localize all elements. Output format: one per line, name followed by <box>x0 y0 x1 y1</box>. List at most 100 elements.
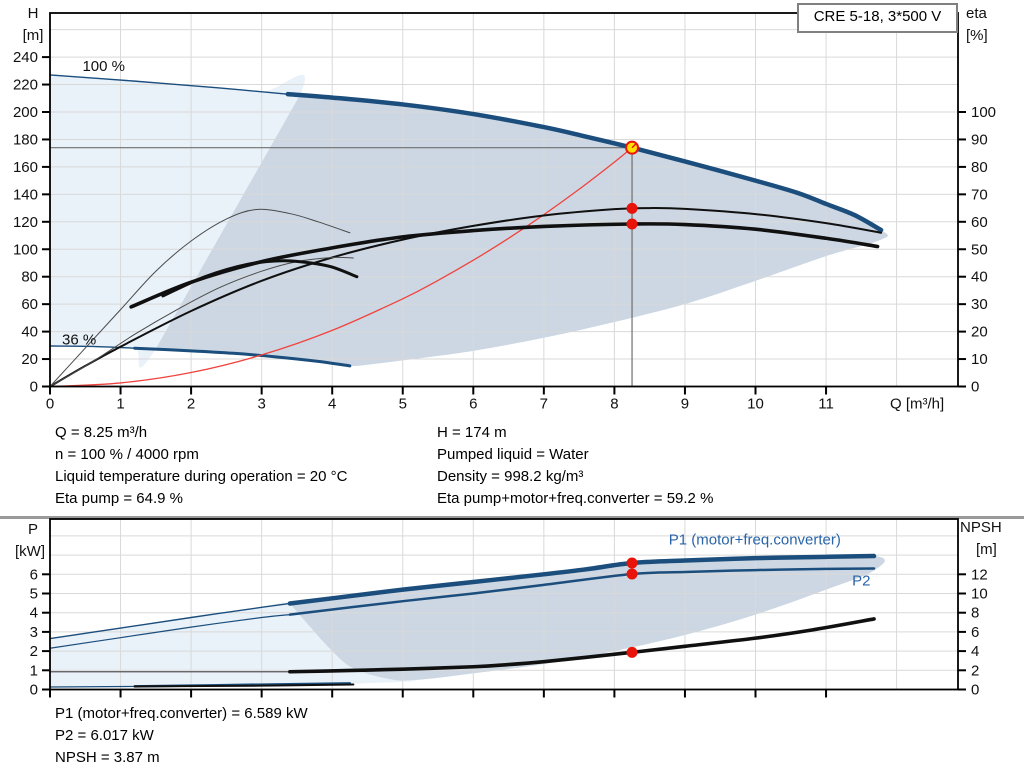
y-left-axis-title: H <box>28 5 39 22</box>
y-right-tick-label: 90 <box>971 131 988 148</box>
y-left-tick-label: 2 <box>30 643 38 660</box>
result-liquid-temperature: Liquid temperature during operation = 20… <box>55 468 348 485</box>
y-right-tick-label: 8 <box>971 605 979 622</box>
curve-p1-thin <box>49 602 291 640</box>
marker-eta-total-point[interactable] <box>626 218 638 230</box>
y-left-axis-title: P <box>28 521 38 538</box>
result-p2: P2 = 6.017 kW <box>55 727 154 744</box>
y-left-tick-label: 180 <box>13 131 38 148</box>
y-right-tick-label: 40 <box>971 269 988 286</box>
qh-chart-axes: 0204060801001201401601802002202400102030… <box>13 5 996 413</box>
y-left-tick-label: 200 <box>13 104 38 121</box>
annotation-label: P1 (motor+freq.converter) <box>669 532 841 549</box>
result-density: Density = 998.2 kg/m³ <box>437 468 584 485</box>
curve-head-100pct-thin <box>49 74 289 95</box>
y-left-tick-label: 240 <box>13 49 38 66</box>
y-right-tick-label: 4 <box>971 643 979 660</box>
curve-p2 <box>288 567 876 616</box>
result-npsh: NPSH = 3.87 m <box>55 749 160 766</box>
y-left-tick-label: 5 <box>30 586 38 603</box>
result-p1: P1 (motor+freq.converter) = 6.589 kW <box>55 705 308 722</box>
curve-eta-pump-36pct <box>49 208 351 387</box>
power-result-block: P1 (motor+freq.converter) = 6.589 kW P2 … <box>55 703 308 769</box>
x-tick-label: 2 <box>187 396 195 413</box>
result-eta-total: Eta pump+motor+freq.converter = 59.2 % <box>437 490 714 507</box>
y-left-tick-label: 120 <box>13 214 38 231</box>
power-npsh-chart-envelope-light <box>50 602 418 688</box>
y-left-tick-label: 3 <box>30 624 38 641</box>
x-tick-label: 4 <box>328 396 336 413</box>
marker-npsh-point[interactable] <box>626 646 638 658</box>
y-left-tick-label: 6 <box>30 566 38 583</box>
curve-npsh-36pct <box>133 683 355 688</box>
y-right-tick-label: 6 <box>971 624 979 641</box>
y-right-tick-label: 80 <box>971 159 988 176</box>
result-flow: Q = 8.25 m³/h <box>55 424 148 441</box>
y-left-tick-label: 20 <box>21 351 38 368</box>
curve-eta-total-36pct <box>49 256 354 387</box>
y-right-axis-title: NPSH <box>960 519 1002 536</box>
duty-result-block-right: H = 174 m Pumped liquid = Water Density … <box>437 422 713 510</box>
annotation-label: 36 % <box>62 332 96 349</box>
curve-eta-pump-100pct <box>49 207 883 388</box>
curve-eta-min-speed-limit <box>161 259 359 298</box>
x-tick-label: 5 <box>399 396 407 413</box>
y-left-tick-label: 1 <box>30 662 38 679</box>
result-eta-pump: Eta pump = 64.9 % <box>55 490 183 507</box>
annotation-label: 100 % <box>82 58 125 75</box>
curve-head-36pct-thin <box>49 345 136 349</box>
qh-chart: 0204060801001201401601802002202400102030… <box>13 5 996 413</box>
curve-head-36pct <box>133 346 352 368</box>
y-right-tick-label: 10 <box>971 586 988 603</box>
y-left-tick-label: 80 <box>21 269 38 286</box>
y-left-tick-label: 220 <box>13 77 38 94</box>
pump-title-box: CRE 5-18, 3*500 V <box>797 3 958 33</box>
y-left-tick-label: 0 <box>30 379 38 396</box>
y-right-tick-label: 10 <box>971 351 988 368</box>
y-right-tick-label: 0 <box>971 379 979 396</box>
y-left-tick-label: 0 <box>30 682 38 699</box>
x-axis-title: Q [m³/h] <box>890 396 944 413</box>
marker-p1-point[interactable] <box>626 557 638 569</box>
y-right-tick-label: 12 <box>971 566 988 583</box>
y-left-axis-title: [m] <box>23 27 44 44</box>
curve-system-curve <box>49 147 633 388</box>
x-tick-label: 7 <box>540 396 548 413</box>
duty-arrow <box>631 142 637 149</box>
result-pumped-liquid: Pumped liquid = Water <box>437 446 589 463</box>
plot-frame <box>49 12 959 388</box>
y-right-axis-title: [%] <box>966 27 988 44</box>
x-tick-label: 0 <box>46 396 54 413</box>
y-left-tick-label: 4 <box>30 605 38 622</box>
x-tick-label: 11 <box>818 396 834 413</box>
y-left-tick-label: 60 <box>21 296 38 313</box>
x-tick-label: 1 <box>116 396 124 413</box>
marker-eta-pump-point[interactable] <box>626 202 638 214</box>
y-right-tick-label: 30 <box>971 296 988 313</box>
y-left-tick-label: 40 <box>21 324 38 341</box>
x-tick-label: 6 <box>469 396 477 413</box>
x-tick-label: 9 <box>681 396 689 413</box>
y-right-axis-title: eta <box>966 5 988 22</box>
marker-p2-point[interactable] <box>626 568 638 580</box>
curve-npsh <box>288 617 876 674</box>
y-right-tick-label: 0 <box>971 682 979 699</box>
x-tick-label: 8 <box>610 396 618 413</box>
y-right-tick-label: 100 <box>971 104 996 121</box>
curve-p1 <box>287 553 877 606</box>
result-head: H = 174 m <box>437 424 507 441</box>
y-left-tick-label: 160 <box>13 159 38 176</box>
x-tick-label: 10 <box>747 396 764 413</box>
y-left-tick-label: 100 <box>13 241 38 258</box>
y-right-tick-label: 70 <box>971 186 988 203</box>
y-left-tick-label: 140 <box>13 186 38 203</box>
annotation-label: P2 <box>852 572 870 589</box>
y-left-axis-title: [kW] <box>15 543 45 560</box>
result-speed: n = 100 % / 4000 rpm <box>55 446 199 463</box>
y-right-axis-title: [m] <box>976 541 997 558</box>
curve-p-36pct-thin <box>49 685 136 688</box>
